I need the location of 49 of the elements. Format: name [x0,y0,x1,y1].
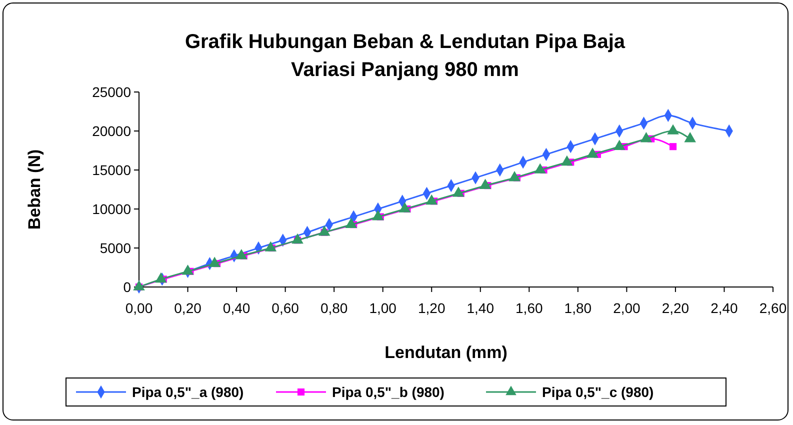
point [318,226,330,236]
point [133,280,145,290]
x-tick-label: 0,00 [125,300,153,316]
point [561,155,573,166]
x-tick-label: 1,80 [564,300,592,316]
y-axis-title: Beban (N) [25,149,44,230]
point [508,171,520,182]
x-tick-label: 2,40 [710,300,738,316]
point [613,140,626,150]
x-tick-label: 2,00 [613,300,641,316]
point [586,148,598,158]
point [684,132,696,142]
point [452,186,464,197]
point [155,272,167,283]
point [264,241,277,252]
point [669,143,677,150]
point [345,218,358,228]
point [236,249,248,260]
x-tick-label: 2,60 [759,300,787,316]
x-tick-label: 1,00 [369,300,397,316]
point [182,264,194,275]
point [292,233,304,244]
y-tick-label: 15000 [92,162,132,178]
point [398,202,411,212]
point [640,132,652,142]
x-tick-label: 0,80 [320,300,348,316]
x-tick-label: 0,60 [272,300,300,316]
y-tick-label: 25000 [92,84,132,100]
legend-label: Pipa 0,5"_b (980) [332,384,444,400]
x-tick-label: 2,20 [662,300,690,316]
y-tick-label: 5000 [100,240,132,256]
y-tick-label: 0 [123,278,132,295]
point [426,194,438,205]
x-tick-label: 1,20 [418,300,446,316]
chart-title: Grafik Hubungan Beban & Lendutan Pipa Baja Variasi Panjang 980 mm [184,31,626,81]
x-tick-label: 1,60 [516,300,543,316]
point [534,163,546,174]
y-tick-label: 20000 [92,122,132,139]
y-tick-label: 10000 [92,200,132,217]
x-tick-label: 0,20 [174,300,202,316]
x-axis-title: Lendutan (mm) [384,343,508,362]
legend-label: Pipa 0,5"_a (980) [132,384,244,400]
legend-label: Pipa 0,5"_c (980) [542,384,654,400]
x-tick-label: 1,40 [466,300,494,316]
point [667,124,679,134]
point [208,256,220,267]
point [479,178,492,189]
point [372,210,384,220]
x-tick-label: 0,40 [222,300,250,316]
